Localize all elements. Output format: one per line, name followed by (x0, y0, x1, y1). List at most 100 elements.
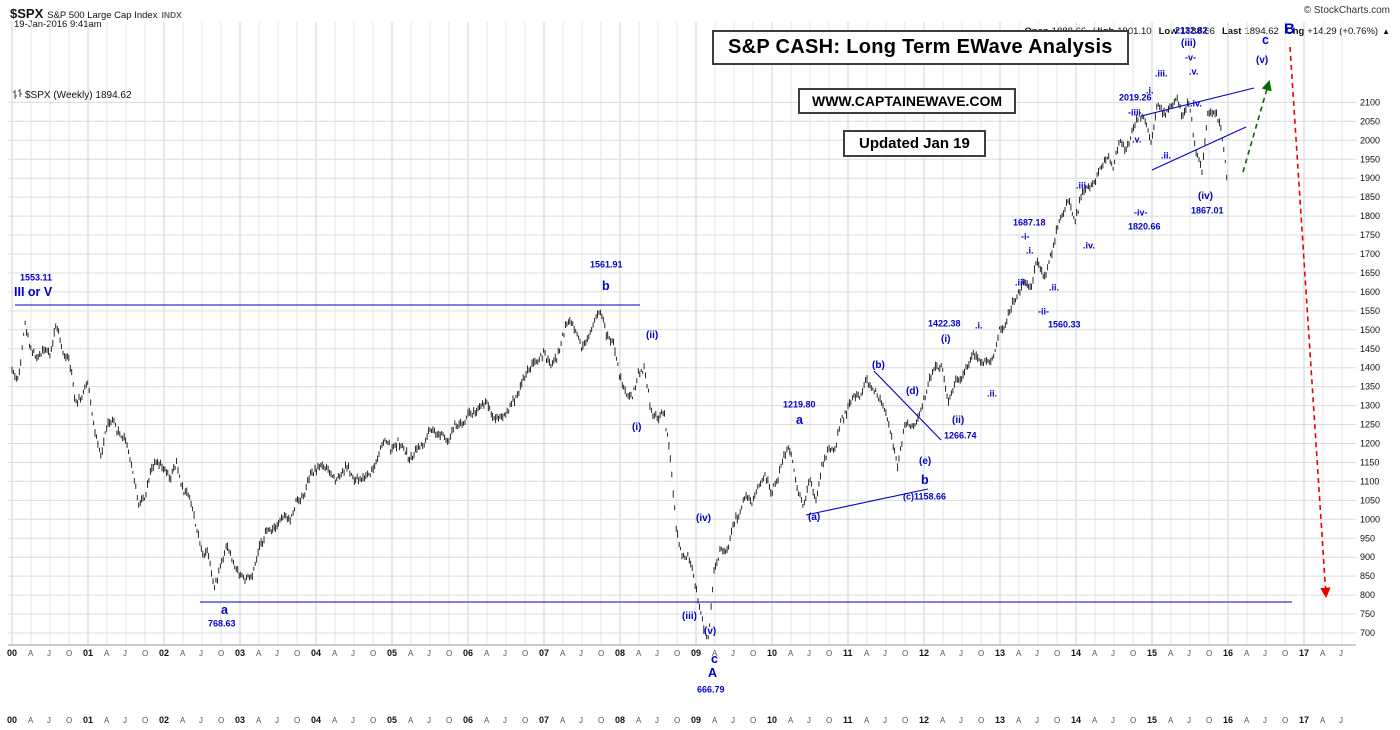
price-label: 1561.91 (590, 259, 623, 270)
y-axis-label: 1350 (1360, 382, 1380, 392)
wave-label: .i. (1146, 85, 1154, 96)
x-axis-month-label: A (408, 716, 414, 725)
x-axis-month-label: J (503, 716, 507, 725)
x-axis-year-label: 15 (1147, 715, 1157, 725)
x-axis-month-label: A (256, 649, 262, 658)
x-axis-month-label: A (28, 649, 34, 658)
wave-label: (iv) (1198, 191, 1213, 202)
price-bars (11, 94, 1228, 640)
x-axis-month-label: O (750, 649, 756, 658)
y-axis-label: 1850 (1360, 192, 1380, 202)
x-axis-month-label: A (1168, 649, 1174, 658)
x-axis-month-label: A (1092, 649, 1098, 658)
quote-value: 1894.62 (1244, 26, 1279, 37)
grid (8, 22, 1356, 645)
x-axis-month-label: A (180, 716, 186, 725)
chart-legend-label: $SPX (Weekly) 1894.62 (25, 90, 132, 101)
x-axis-month-label: O (370, 649, 376, 658)
x-axis-month-label: J (1339, 716, 1343, 725)
x-axis-month-label: O (1054, 649, 1060, 658)
x-axis-month-label: O (66, 649, 72, 658)
x-axis-year-label: 14 (1071, 648, 1081, 658)
y-axis-label: 2100 (1360, 97, 1380, 107)
x-axis-month-label: J (731, 716, 735, 725)
symbol: $SPX (10, 6, 44, 21)
x-axis-month-label: J (807, 649, 811, 658)
x-axis-month-label: O (902, 716, 908, 725)
x-axis-month-label: A (940, 649, 946, 658)
x-axis-year-label: 03 (235, 648, 245, 658)
y-axis-label: 1300 (1360, 401, 1380, 411)
x-axis-month-label: A (712, 649, 718, 658)
x-axis-year-label: 17 (1299, 715, 1309, 725)
quote-value: +14.29 (+0.76%) (1307, 26, 1379, 37)
y-axis-label: 1900 (1360, 173, 1380, 183)
price-label: 1553.11 (20, 272, 53, 283)
x-axis-month-label: O (218, 716, 224, 725)
price-label: (c)1158.66 (903, 491, 947, 502)
wave-label: .v. (1132, 134, 1142, 145)
x-axis-month-label: O (446, 716, 452, 725)
x-axis-month-label: J (655, 716, 659, 725)
x-axis-year-label: 11 (843, 648, 853, 658)
x-axis-month-label: A (28, 716, 34, 725)
price-label: 1422.38 (928, 318, 961, 329)
x-axis-year-label: 04 (311, 715, 321, 725)
x-axis-month-label: A (864, 649, 870, 658)
x-axis-month-label: O (598, 716, 604, 725)
wave-label: -iii- (1128, 107, 1142, 118)
symbol-description: S&P 500 Large Cap Index (47, 10, 158, 21)
wave-label: .i. (975, 320, 983, 331)
x-axis-month-label: J (1111, 649, 1115, 658)
x-axis-month-label: J (275, 649, 279, 658)
x-axis-month-label: J (1263, 716, 1267, 725)
price-label: 1266.74 (944, 430, 977, 441)
x-axis-month-label: J (427, 649, 431, 658)
trendlines (15, 87, 1292, 603)
x-axis-month-label: A (788, 649, 794, 658)
x-axis-month-label: O (674, 649, 680, 658)
x-axis-month-label: J (959, 649, 963, 658)
quote-value: 1901.10 (1117, 26, 1152, 37)
y-axis-label: 1000 (1360, 514, 1380, 524)
quote-label: Chg (1285, 26, 1305, 37)
x-axis-year-label: 02 (159, 648, 169, 658)
x-axis-month-label: J (883, 716, 887, 725)
wave-label: (d) (906, 386, 919, 397)
wave-label: (i) (941, 334, 951, 345)
x-axis-year-label: 16 (1223, 648, 1233, 658)
x-axis-month-label: A (1320, 716, 1326, 725)
x-axis-month-label: O (1054, 716, 1060, 725)
x-axis-month-label: J (123, 649, 127, 658)
wave-label: .iv. (1083, 240, 1095, 251)
x-axis-year-label: 13 (995, 648, 1005, 658)
y-axis-label: 1950 (1360, 154, 1380, 164)
x-axis-month-label: A (332, 716, 338, 725)
x-axis-month-label: O (294, 716, 300, 725)
y-axis-label: 1700 (1360, 249, 1380, 259)
quote-label: Last (1221, 26, 1242, 37)
wave-label: .ii. (987, 388, 998, 399)
y-axis-label: 1100 (1360, 476, 1379, 486)
up-projection-arrow (1242, 80, 1272, 173)
y-axis-label: 1750 (1360, 230, 1380, 240)
y-axis-label: 1650 (1360, 268, 1380, 278)
x-axis-month-label: O (142, 716, 148, 725)
price-label: 666.79 (697, 684, 725, 695)
wave-label: III or V (14, 284, 53, 299)
x-axis-month-label: J (351, 649, 355, 658)
x-axis-month-label: O (1206, 649, 1212, 658)
x-axis-year-label: 03 (235, 715, 245, 725)
wave-label: .v. (1189, 66, 1199, 77)
updated-box: Updated Jan 19 (843, 130, 986, 157)
x-axis-year-label: 09 (691, 648, 701, 658)
price-label: 1560.33 (1048, 319, 1081, 330)
y-axis-label: 1450 (1360, 344, 1380, 354)
y-axis-label: 2050 (1360, 116, 1380, 126)
wave-label: (i) (632, 422, 642, 433)
x-axis-month-label: A (408, 649, 414, 658)
x-axis-month-label: O (826, 716, 832, 725)
x-axis-month-label: A (636, 649, 642, 658)
x-axis-month-label: O (978, 716, 984, 725)
